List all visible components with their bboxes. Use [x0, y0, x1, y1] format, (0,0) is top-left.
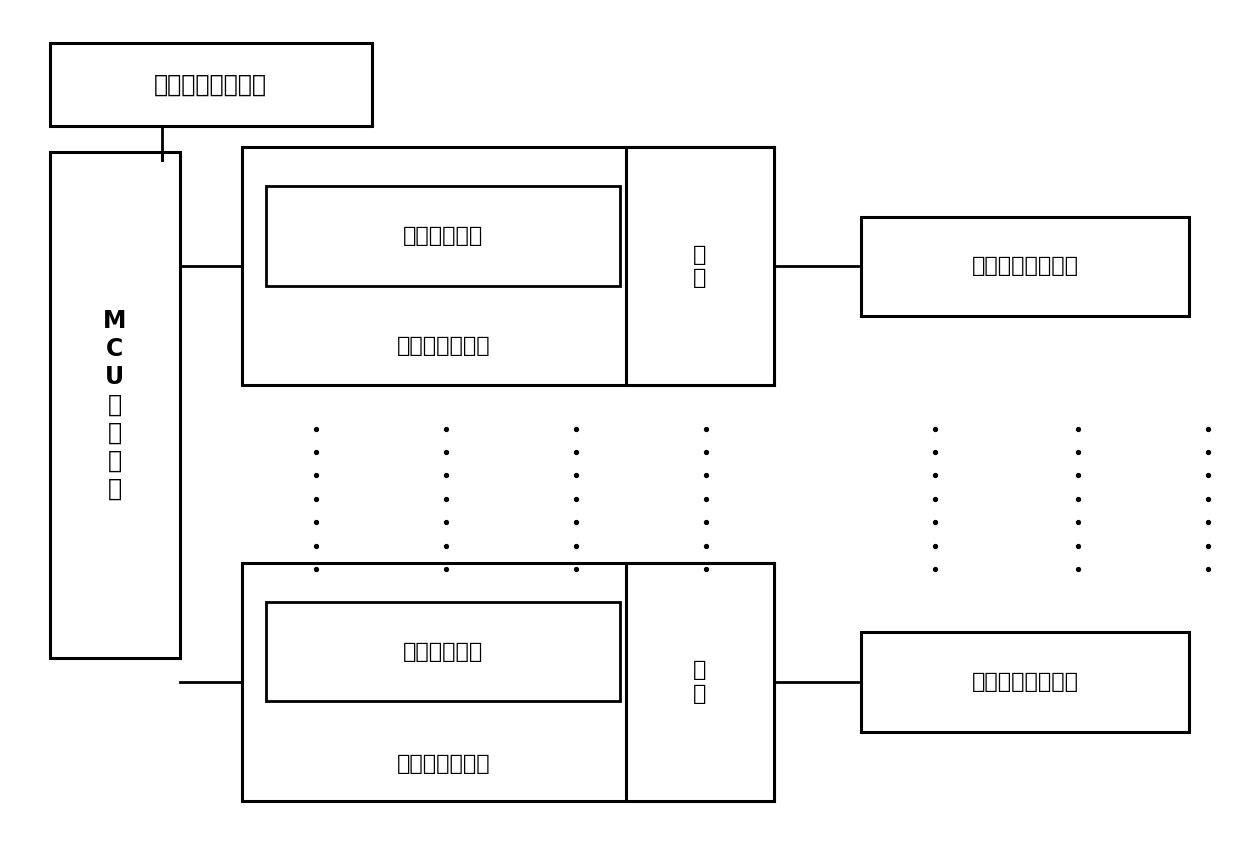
Text: 待校准气体传感器: 待校准气体传感器 [971, 256, 1079, 276]
Text: 待校准气体传感器: 待校准气体传感器 [971, 672, 1079, 692]
Bar [266, 186, 620, 286]
Bar [861, 632, 1189, 732]
Text: 通讯转换模块: 通讯转换模块 [403, 226, 483, 246]
Text: 传感器老化工装: 传感器老化工装 [396, 336, 491, 357]
Bar [242, 563, 774, 801]
Bar [242, 147, 774, 385]
Text: 通讯转换模块: 通讯转换模块 [403, 642, 483, 662]
Text: 电
源: 电 源 [694, 245, 706, 288]
Bar [626, 147, 774, 385]
Bar [266, 602, 620, 701]
Text: 电
源: 电 源 [694, 661, 706, 703]
Bar [50, 152, 180, 658]
Text: 传感器老化工装: 传感器老化工装 [396, 753, 491, 774]
Bar [626, 563, 774, 801]
Bar [50, 43, 372, 126]
Bar [861, 216, 1189, 316]
Text: 高精度气体传感器: 高精度气体传感器 [154, 73, 268, 96]
Text: M
C
U
处
理
电
路: M C U 处 理 电 路 [103, 309, 126, 501]
